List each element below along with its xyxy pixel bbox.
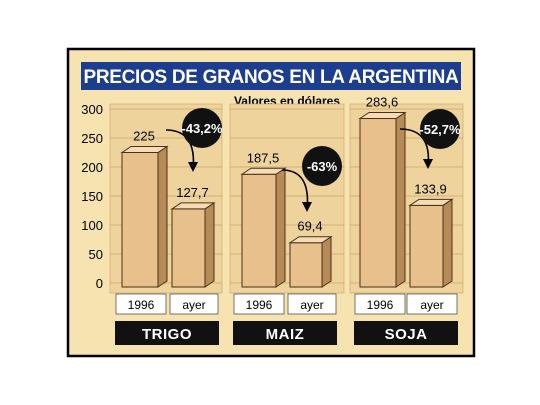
decline-arrow-head — [302, 202, 312, 212]
change-label-soja: -52,7% — [419, 122, 461, 137]
crop-bar-maiz — [233, 321, 337, 345]
change-badge-trigo — [182, 108, 222, 148]
title-background — [81, 62, 461, 90]
bar-side-trigo-1996 — [157, 145, 168, 288]
plot-area: 300 250 200 150 100 50 0 225 1996 127,7 ayer -43,2%… — [81, 95, 464, 345]
bar-top-soja-1996 — [358, 112, 407, 120]
category-label-ayer: ayer — [182, 298, 205, 312]
crop-label-trigo: TRIGO — [142, 326, 192, 343]
category-box — [406, 293, 458, 315]
y-tick-label: 0 — [96, 276, 103, 291]
category-label-1996: 1996 — [246, 298, 273, 312]
y-tick-label: 300 — [81, 102, 103, 117]
value-label-soja-1996: 283,6 — [366, 95, 399, 110]
bar-top-trigo-ayer — [170, 202, 216, 210]
change-label-trigo: -43,2% — [181, 121, 223, 136]
bar-top-maiz-1996 — [240, 167, 287, 175]
value-label-maiz-ayer: 69,4 — [297, 219, 322, 234]
crop-label-soja: SOJA — [385, 326, 428, 343]
bar-top-trigo-1996 — [120, 146, 169, 153]
decline-arrow-head — [188, 162, 198, 172]
crop-bar-trigo — [115, 321, 219, 345]
category-box — [233, 293, 285, 315]
bar-trigo-1996 — [121, 152, 159, 288]
bar-maiz-1996 — [241, 173, 277, 288]
value-label-maiz-1996: 187,5 — [247, 150, 280, 165]
bar-maiz-ayer — [289, 242, 323, 288]
y-tick-label: 100 — [81, 218, 103, 233]
category-label-ayer: ayer — [300, 298, 323, 312]
category-label-1996: 1996 — [367, 298, 394, 312]
bar-side-trigo-ayer — [204, 201, 215, 288]
bar-side-maiz-ayer — [321, 235, 332, 288]
category-box — [115, 293, 167, 315]
bar-side-maiz-1996 — [275, 167, 286, 288]
y-tick-label: 200 — [81, 160, 103, 175]
crop-label-maiz: MAIZ — [266, 326, 305, 343]
bar-soja-1996 — [359, 118, 397, 288]
y-tick-label: 50 — [89, 247, 103, 262]
chart-title: PRECIOS DE GRANOS EN LA ARGENTINA — [83, 67, 459, 88]
decline-arrow-head — [423, 159, 433, 169]
y-tick-label: 150 — [81, 189, 103, 204]
category-box — [169, 293, 219, 315]
category-label-1996: 1996 — [128, 298, 155, 312]
change-label-maiz: -63% — [307, 159, 338, 174]
bar-top-soja-ayer — [408, 198, 454, 206]
category-box — [354, 293, 406, 315]
bar-side-soja-ayer — [442, 198, 453, 288]
category-box — [287, 293, 337, 315]
value-label-trigo-1996: 225 — [133, 129, 155, 144]
y-tick-label: 250 — [81, 131, 103, 146]
bar-soja-ayer — [409, 204, 444, 288]
bar-top-maiz-ayer — [288, 236, 333, 244]
change-badge-soja — [420, 109, 460, 149]
category-label-ayer: ayer — [420, 298, 443, 312]
title-banner: PRECIOS DE GRANOS EN LA ARGENTINA — [81, 62, 461, 90]
bar-trigo-ayer — [171, 208, 206, 288]
crop-bar-soja — [354, 321, 458, 345]
bar-side-soja-1996 — [395, 111, 406, 288]
change-badge-maiz — [302, 146, 342, 186]
value-label-trigo-ayer: 127,7 — [176, 185, 209, 200]
value-label-soja-ayer: 133,9 — [414, 181, 447, 196]
